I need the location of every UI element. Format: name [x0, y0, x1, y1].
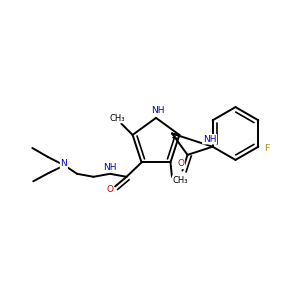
Text: F: F: [264, 144, 269, 153]
Text: NH: NH: [203, 135, 216, 144]
Text: O: O: [177, 160, 184, 169]
Text: N: N: [61, 159, 67, 168]
Text: NH: NH: [151, 106, 164, 115]
Text: NH: NH: [103, 163, 117, 172]
Text: CH₃: CH₃: [110, 114, 125, 123]
Text: CH₃: CH₃: [172, 176, 188, 185]
Text: O: O: [106, 185, 113, 194]
